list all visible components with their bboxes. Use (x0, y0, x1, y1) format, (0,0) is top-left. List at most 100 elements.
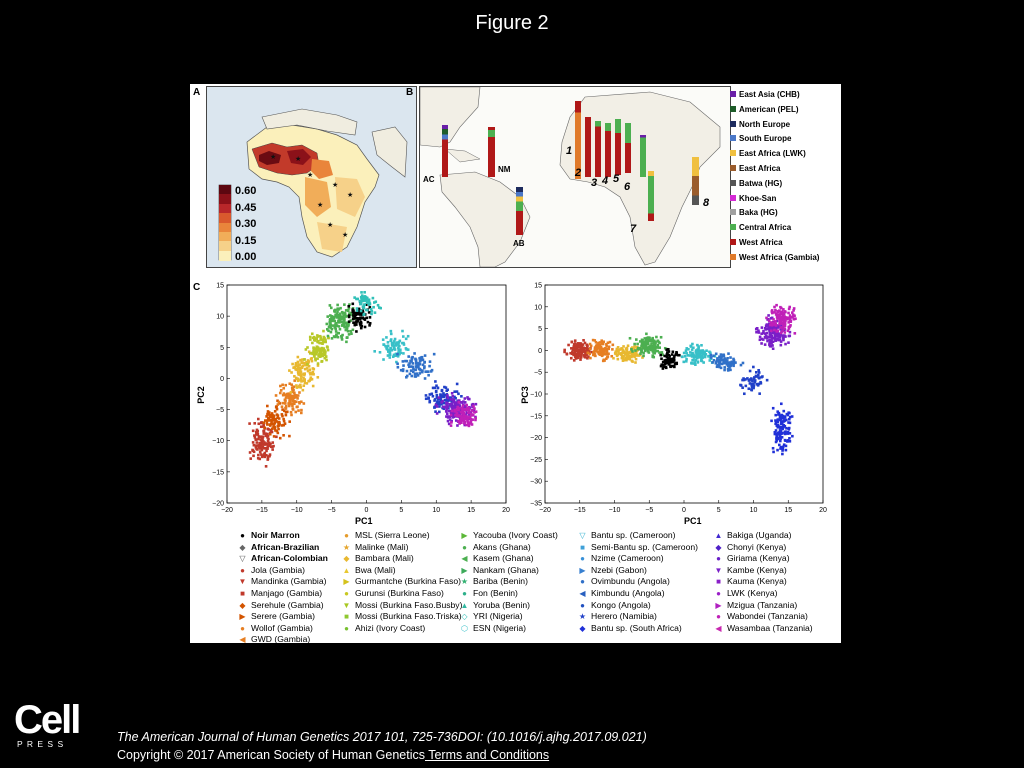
pca-point (710, 356, 713, 359)
pca-point (291, 387, 294, 390)
svg-text:★: ★ (270, 153, 276, 161)
pca-point (466, 396, 469, 399)
pca-point (683, 355, 687, 358)
population-label: YRI (Nigeria) (473, 611, 523, 622)
pca-point (345, 314, 349, 318)
pca-point (303, 361, 306, 365)
pca-point (640, 348, 643, 351)
pca-point (360, 324, 364, 328)
pca-point (702, 361, 705, 364)
pca-point (262, 430, 266, 433)
pca-point (712, 359, 716, 362)
admixture-bar-ab (516, 187, 523, 235)
pca-point (783, 317, 787, 320)
pca-point (390, 344, 394, 347)
pca-point (257, 444, 260, 447)
pca-point (268, 432, 272, 436)
pca-point (658, 346, 661, 349)
pca-point (348, 303, 351, 306)
pca-point (322, 350, 326, 354)
pca-point (770, 316, 774, 320)
pca-point (255, 438, 258, 441)
pca-point (596, 344, 599, 347)
pca-point (711, 361, 714, 364)
population-marker: ◀ (715, 623, 722, 633)
pca-point (422, 366, 426, 370)
pca-point (308, 338, 312, 341)
pca-point (369, 307, 373, 311)
ancestry-label: East Asia (CHB) (739, 90, 800, 99)
pca-point (785, 426, 788, 430)
pca-point (576, 350, 580, 354)
pca-point (716, 357, 719, 360)
pca-point (773, 334, 777, 338)
pca-point (784, 439, 787, 443)
pca-point (326, 315, 330, 318)
pca-point (589, 356, 592, 360)
pca-point (611, 348, 614, 351)
pca-point (349, 319, 353, 322)
pca-point (773, 311, 776, 314)
pca-point (457, 392, 460, 396)
pca-point (610, 354, 614, 358)
pca-point (619, 353, 623, 356)
pca-point (783, 320, 787, 324)
pca-point (385, 336, 388, 339)
population-marker: ● (462, 589, 467, 598)
pca-point (401, 369, 405, 373)
pca-point (605, 350, 609, 354)
pca-point (376, 303, 380, 307)
pca-left-points (248, 290, 478, 468)
pca-point (778, 314, 781, 317)
admixture-bar-2 (585, 117, 591, 177)
pca-point (775, 315, 779, 319)
pca-point (456, 405, 460, 409)
population-marker: ● (580, 600, 585, 610)
pca-point (473, 411, 476, 414)
pca-point (781, 452, 784, 456)
pca-point (606, 355, 610, 358)
figure-image: ★ ★ ★ ★ ★ ★ ★ ★ 0.60 0.45 0.30 0.15 0.00 A (190, 84, 841, 643)
copyright-text: Copyright © 2017 American Society of Hum… (117, 748, 425, 762)
terms-link[interactable]: Terms and Conditions (424, 748, 550, 762)
population-label: Noir Marron (251, 530, 300, 540)
pca-point (284, 396, 288, 399)
pca-point (318, 334, 322, 338)
pca-point (590, 350, 594, 354)
pca-point (306, 346, 309, 349)
pca-point (261, 435, 265, 439)
pca-point (274, 394, 278, 397)
pca-point (350, 332, 353, 336)
population-legend-item: ▲ Bwa (Mali) (342, 565, 396, 575)
pca-point (634, 361, 637, 364)
pca-point (572, 359, 576, 362)
population-legend-item: ● Jola (Gambia) (238, 565, 305, 575)
pca-point (272, 444, 275, 448)
pca-point (755, 375, 758, 378)
pca-point (614, 352, 618, 356)
pca-point (334, 313, 337, 317)
pca-point (760, 332, 763, 335)
pca-point (608, 340, 612, 344)
pca-point (651, 355, 655, 359)
pca-point (260, 453, 263, 456)
pca-point (788, 421, 792, 425)
pca-point (392, 344, 396, 348)
pca-point (431, 394, 435, 398)
population-label: Gurmantche (Burkina Faso) (355, 576, 462, 587)
pca-point (600, 350, 604, 353)
pca-point (343, 316, 346, 320)
pca-point (323, 356, 327, 360)
pca-point (665, 360, 668, 363)
pca-point (447, 422, 451, 426)
pca-point (320, 346, 324, 350)
pca-point (773, 432, 777, 436)
pca-point (694, 363, 697, 366)
pca-point (404, 337, 408, 341)
pca-point (673, 355, 676, 358)
pca-point (788, 314, 792, 317)
pca-point (336, 307, 340, 310)
pca-point (282, 434, 285, 437)
pca-point (579, 342, 583, 345)
pca-point (614, 350, 617, 353)
